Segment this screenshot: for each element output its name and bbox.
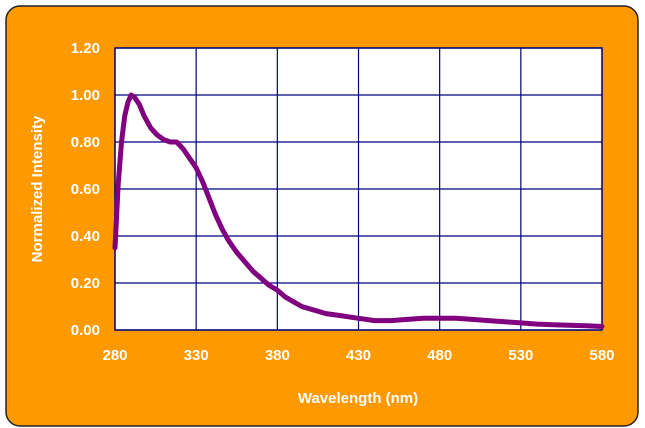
y-tick-label: 0.60 <box>71 181 100 198</box>
x-tick-label: 280 <box>102 347 127 364</box>
plot-border <box>114 47 603 331</box>
x-tick-labels: 280 330 380 430 480 530 580 <box>102 347 614 364</box>
x-tick-label: 380 <box>265 347 290 364</box>
y-tick-labels: 0.00 0.20 0.40 0.60 0.80 1.00 1.20 <box>71 40 100 339</box>
y-tick-label: 0.00 <box>71 322 100 339</box>
y-tick-label: 0.40 <box>71 228 100 245</box>
x-tick-label: 530 <box>508 347 533 364</box>
x-tick-label: 480 <box>427 347 452 364</box>
series-layer <box>112 92 605 329</box>
x-tick-label: 330 <box>184 347 209 364</box>
x-tick-label: 580 <box>589 347 614 364</box>
grid-lines <box>114 47 603 331</box>
x-axis-title: Wavelength (nm) <box>298 390 418 407</box>
y-tick-label: 1.00 <box>71 87 100 104</box>
y-tick-label: 0.20 <box>71 275 100 292</box>
y-axis-title: Normalized Intensity <box>29 115 46 262</box>
y-tick-label: 1.20 <box>71 40 100 57</box>
x-tick-label: 430 <box>346 347 371 364</box>
y-tick-label: 0.80 <box>71 134 100 151</box>
series-line-0 <box>112 92 605 329</box>
